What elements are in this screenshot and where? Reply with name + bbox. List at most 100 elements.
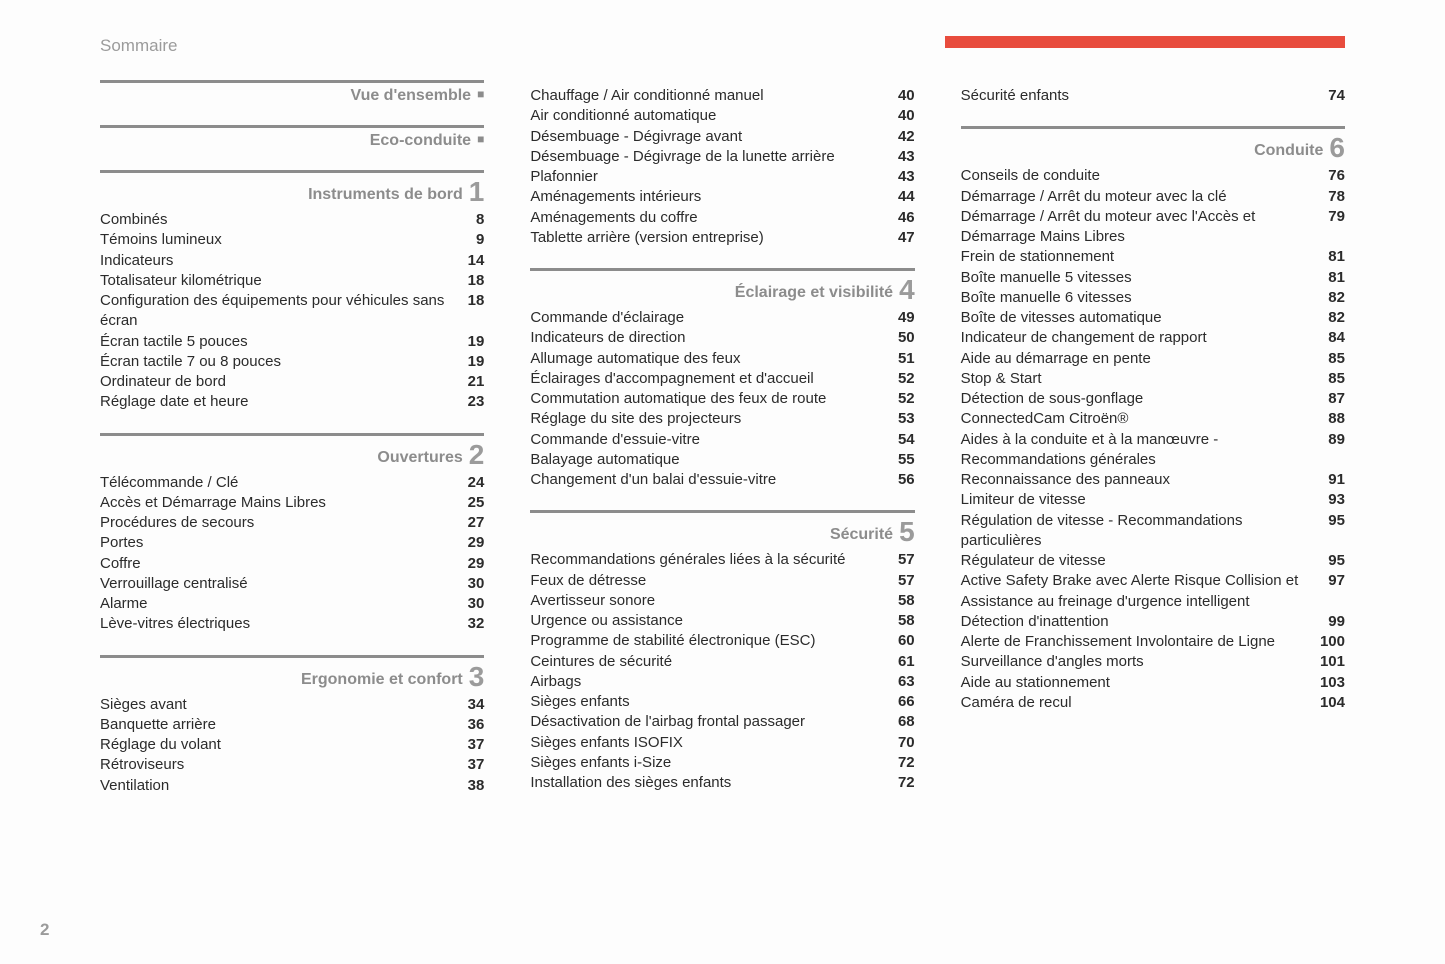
toc-entry[interactable]: Stop & Start85 (961, 369, 1345, 389)
toc-entry[interactable]: Indicateur de changement de rapport84 (961, 328, 1345, 348)
toc-entry[interactable]: Rétroviseurs37 (100, 755, 484, 775)
section-number: 3 (469, 664, 485, 689)
toc-entry[interactable]: Sièges enfants66 (530, 692, 914, 712)
toc-entry[interactable]: Réglage du site des projecteurs53 (530, 409, 914, 429)
toc-entry[interactable]: Commande d'essuie-vitre54 (530, 430, 914, 450)
toc-entry[interactable]: Indicateurs14 (100, 251, 484, 271)
toc-entry[interactable]: Réglage date et heure23 (100, 392, 484, 412)
toc-entry-page: 25 (468, 493, 485, 513)
toc-entry[interactable]: Alerte de Franchissement Involontaire de… (961, 632, 1345, 652)
toc-entry[interactable]: Sièges enfants i-Size72 (530, 753, 914, 773)
toc-entry[interactable]: Démarrage / Arrêt du moteur avec la clé7… (961, 187, 1345, 207)
toc-entry[interactable]: Lève-vitres électriques32 (100, 614, 484, 634)
toc-entry-page: 74 (1328, 86, 1345, 106)
toc-entry-label: Tablette arrière (version entreprise) (530, 228, 898, 248)
toc-entry[interactable]: Ventilation38 (100, 776, 484, 796)
toc-entry[interactable]: Démarrage / Arrêt du moteur avec l'Accès… (961, 207, 1345, 248)
toc-entry-page: 57 (898, 550, 915, 570)
toc-entry[interactable]: Ceintures de sécurité61 (530, 652, 914, 672)
toc-entry-label: Portes (100, 533, 468, 553)
toc-entry[interactable]: Boîte de vitesses automatique82 (961, 308, 1345, 328)
toc-entry[interactable]: Témoins lumineux9 (100, 230, 484, 250)
toc-entry[interactable]: Configuration des équipements pour véhic… (100, 291, 484, 332)
toc-columns: Vue d'ensemble■Eco-conduite■Instruments … (100, 80, 1345, 796)
toc-entry-page: 72 (898, 773, 915, 793)
toc-entry[interactable]: Boîte manuelle 6 vitesses82 (961, 288, 1345, 308)
toc-entry[interactable]: Boîte manuelle 5 vitesses81 (961, 268, 1345, 288)
toc-entry[interactable]: Commutation automatique des feux de rout… (530, 389, 914, 409)
toc-entry-label: Allumage automatique des feux (530, 349, 898, 369)
toc-entry-page: 66 (898, 692, 915, 712)
toc-entry[interactable]: Installation des sièges enfants72 (530, 773, 914, 793)
toc-entry[interactable]: ConnectedCam Citroën®88 (961, 409, 1345, 429)
toc-entry[interactable]: Désactivation de l'airbag frontal passag… (530, 712, 914, 732)
toc-entry[interactable]: Feux de détresse57 (530, 571, 914, 591)
toc-entry[interactable]: Sièges avant34 (100, 695, 484, 715)
toc-entry-label: Régulation de vitesse - Recommandations … (961, 511, 1329, 552)
section-number: 4 (899, 277, 915, 302)
toc-entry[interactable]: Surveillance d'angles morts101 (961, 652, 1345, 672)
toc-entry[interactable]: Sécurité enfants74 (961, 86, 1345, 106)
toc-entry[interactable]: Verrouillage centralisé30 (100, 574, 484, 594)
toc-entry[interactable]: Régulateur de vitesse95 (961, 551, 1345, 571)
toc-entry[interactable]: Éclairages d'accompagnement et d'accueil… (530, 369, 914, 389)
toc-entry-page: 43 (898, 147, 915, 167)
toc-entry[interactable]: Désembuage - Dégivrage avant42 (530, 127, 914, 147)
toc-entry[interactable]: Programme de stabilité électronique (ESC… (530, 631, 914, 651)
toc-entry[interactable]: Airbags63 (530, 672, 914, 692)
toc-entry[interactable]: Combinés8 (100, 210, 484, 230)
toc-entry[interactable]: Balayage automatique55 (530, 450, 914, 470)
toc-entry[interactable]: Accès et Démarrage Mains Libres25 (100, 493, 484, 513)
toc-entry-label: Détection d'inattention (961, 612, 1329, 632)
toc-entry[interactable]: Alarme30 (100, 594, 484, 614)
toc-entry[interactable]: Allumage automatique des feux51 (530, 349, 914, 369)
toc-entry[interactable]: Frein de stationnement81 (961, 247, 1345, 267)
toc-entry[interactable]: Air conditionné automatique40 (530, 106, 914, 126)
toc-entry[interactable]: Chauffage / Air conditionné manuel40 (530, 86, 914, 106)
toc-entry-page: 19 (468, 332, 485, 352)
toc-entry[interactable]: Portes29 (100, 533, 484, 553)
toc-entry-label: Boîte manuelle 5 vitesses (961, 268, 1329, 288)
toc-entry[interactable]: Aménagements du coffre46 (530, 208, 914, 228)
toc-entry[interactable]: Banquette arrière36 (100, 715, 484, 735)
toc-entry[interactable]: Télécommande / Clé24 (100, 473, 484, 493)
toc-entry[interactable]: Désembuage - Dégivrage de la lunette arr… (530, 147, 914, 167)
toc-entry[interactable]: Reconnaissance des panneaux91 (961, 470, 1345, 490)
toc-entry[interactable]: Recommandations générales liées à la séc… (530, 550, 914, 570)
toc-entry-page: 87 (1328, 389, 1345, 409)
toc-entry[interactable]: Aménagements intérieurs44 (530, 187, 914, 207)
toc-entry[interactable]: Aide au démarrage en pente85 (961, 349, 1345, 369)
toc-entry-label: Reconnaissance des panneaux (961, 470, 1329, 490)
toc-entry[interactable]: Limiteur de vitesse93 (961, 490, 1345, 510)
toc-entry-label: Caméra de recul (961, 693, 1320, 713)
toc-entry-page: 53 (898, 409, 915, 429)
toc-entry[interactable]: Plafonnier43 (530, 167, 914, 187)
toc-entry[interactable]: Détection d'inattention99 (961, 612, 1345, 632)
toc-entry-label: Démarrage / Arrêt du moteur avec la clé (961, 187, 1329, 207)
toc-entry[interactable]: Ordinateur de bord21 (100, 372, 484, 392)
toc-entry[interactable]: Écran tactile 7 ou 8 pouces19 (100, 352, 484, 372)
toc-entry[interactable]: Régulation de vitesse - Recommandations … (961, 511, 1345, 552)
toc-entry[interactable]: Commande d'éclairage49 (530, 308, 914, 328)
toc-entry[interactable]: Détection de sous-gonflage87 (961, 389, 1345, 409)
toc-entry[interactable]: Changement d'un balai d'essuie-vitre56 (530, 470, 914, 490)
toc-entry[interactable]: Indicateurs de direction50 (530, 328, 914, 348)
toc-entry[interactable]: Aide au stationnement103 (961, 673, 1345, 693)
toc-entry[interactable]: Coffre29 (100, 554, 484, 574)
toc-entry[interactable]: Totalisateur kilométrique18 (100, 271, 484, 291)
toc-entry[interactable]: Caméra de recul104 (961, 693, 1345, 713)
toc-entry[interactable]: Urgence ou assistance58 (530, 611, 914, 631)
toc-entry-label: Télécommande / Clé (100, 473, 468, 493)
toc-entry[interactable]: Écran tactile 5 pouces19 (100, 332, 484, 352)
toc-entry[interactable]: Active Safety Brake avec Alerte Risque C… (961, 571, 1345, 612)
toc-entry-page: 61 (898, 652, 915, 672)
toc-entry-label: Frein de stationnement (961, 247, 1329, 267)
toc-entry[interactable]: Réglage du volant37 (100, 735, 484, 755)
toc-entry[interactable]: Sièges enfants ISOFIX70 (530, 733, 914, 753)
toc-entry[interactable]: Procédures de secours27 (100, 513, 484, 533)
toc-entry[interactable]: Aides à la conduite et à la manœuvre - R… (961, 430, 1345, 471)
toc-entry[interactable]: Avertisseur sonore58 (530, 591, 914, 611)
section-heading: Eco-conduite■ (100, 125, 484, 150)
toc-entry[interactable]: Conseils de conduite76 (961, 166, 1345, 186)
toc-entry[interactable]: Tablette arrière (version entreprise)47 (530, 228, 914, 248)
